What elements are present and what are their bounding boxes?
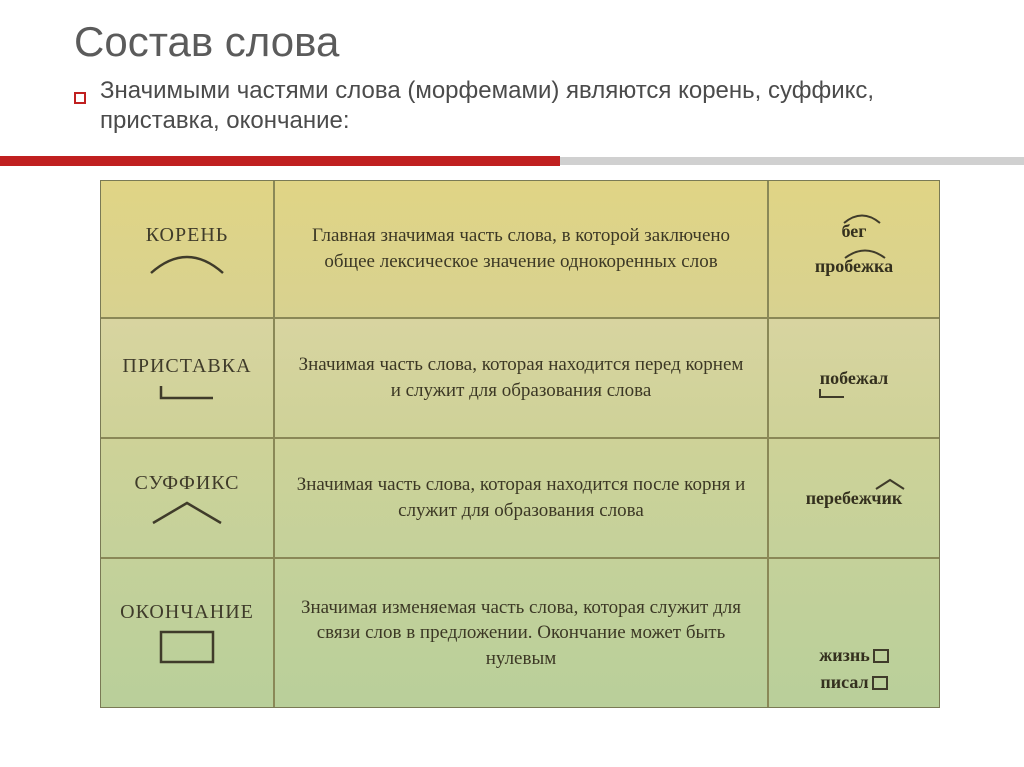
- example-word: пробежка: [815, 256, 893, 277]
- subtitle-text: Значимыми частями слова (морфемами) явля…: [0, 76, 1024, 136]
- definition-text: Значимая изменяемая часть слова, которая…: [293, 595, 749, 672]
- definition-text: Значимая часть слова, которая находится …: [293, 352, 749, 403]
- page-title: Состав слова: [0, 18, 1024, 66]
- definition-cell: Значимая часть слова, которая находится …: [275, 319, 769, 437]
- root-arc-icon: [147, 251, 227, 275]
- term-label: СУФФИКС: [135, 472, 240, 495]
- term-label: ОКОНЧАНИЕ: [120, 601, 254, 624]
- example-text: писал: [820, 672, 868, 692]
- example-text: побежал: [820, 368, 888, 388]
- term-cell: СУФФИКС: [101, 439, 275, 557]
- example-word: побежал: [820, 368, 888, 389]
- definition-cell: Значимая изменяемая часть слова, которая…: [275, 559, 769, 707]
- term-cell: ОКОНЧАНИЕ: [101, 559, 275, 707]
- ending-box-icon: [157, 628, 217, 666]
- example-word: перебежчик: [806, 488, 903, 509]
- example-cell: перебежчик: [769, 439, 939, 557]
- example-word: жизнь: [819, 645, 889, 666]
- term-cell: КОРЕНЬ: [101, 181, 275, 317]
- table-row: СУФФИКС Значимая часть слова, которая на…: [101, 439, 939, 559]
- definition-cell: Главная значимая часть слова, в которой …: [275, 181, 769, 317]
- bullet-marker: [74, 92, 86, 104]
- table-row: КОРЕНЬ Главная значимая часть слова, в к…: [101, 181, 939, 319]
- example-text: бег: [842, 221, 867, 241]
- example-cell: жизнь писал: [769, 559, 939, 707]
- ending-box-mark: [873, 649, 889, 663]
- example-text: пробежка: [815, 256, 893, 276]
- accent-bar-gray: [560, 157, 1024, 165]
- table-row: ПРИСТАВКА Значимая часть слова, которая …: [101, 319, 939, 439]
- suffix-caret-icon: [147, 499, 227, 525]
- example-word: писал: [820, 672, 887, 693]
- table-row: ОКОНЧАНИЕ Значимая изменяемая часть слов…: [101, 559, 939, 707]
- definition-text: Главная значимая часть слова, в которой …: [293, 223, 749, 274]
- example-text: перебежчик: [806, 488, 903, 508]
- term-label: ПРИСТАВКА: [122, 355, 251, 378]
- example-text: жизнь: [819, 645, 870, 665]
- example-word: бег: [842, 221, 867, 242]
- definition-cell: Значимая часть слова, которая находится …: [275, 439, 769, 557]
- definition-text: Значимая часть слова, которая находится …: [293, 472, 749, 523]
- example-cell: побежал: [769, 319, 939, 437]
- ending-box-mark: [872, 676, 888, 690]
- example-cell: бег пробежка: [769, 181, 939, 317]
- morpheme-table: КОРЕНЬ Главная значимая часть слова, в к…: [100, 180, 940, 708]
- prefix-corner-icon: [157, 382, 217, 402]
- term-cell: ПРИСТАВКА: [101, 319, 275, 437]
- accent-bar-red: [0, 156, 560, 166]
- term-label: КОРЕНЬ: [146, 224, 229, 247]
